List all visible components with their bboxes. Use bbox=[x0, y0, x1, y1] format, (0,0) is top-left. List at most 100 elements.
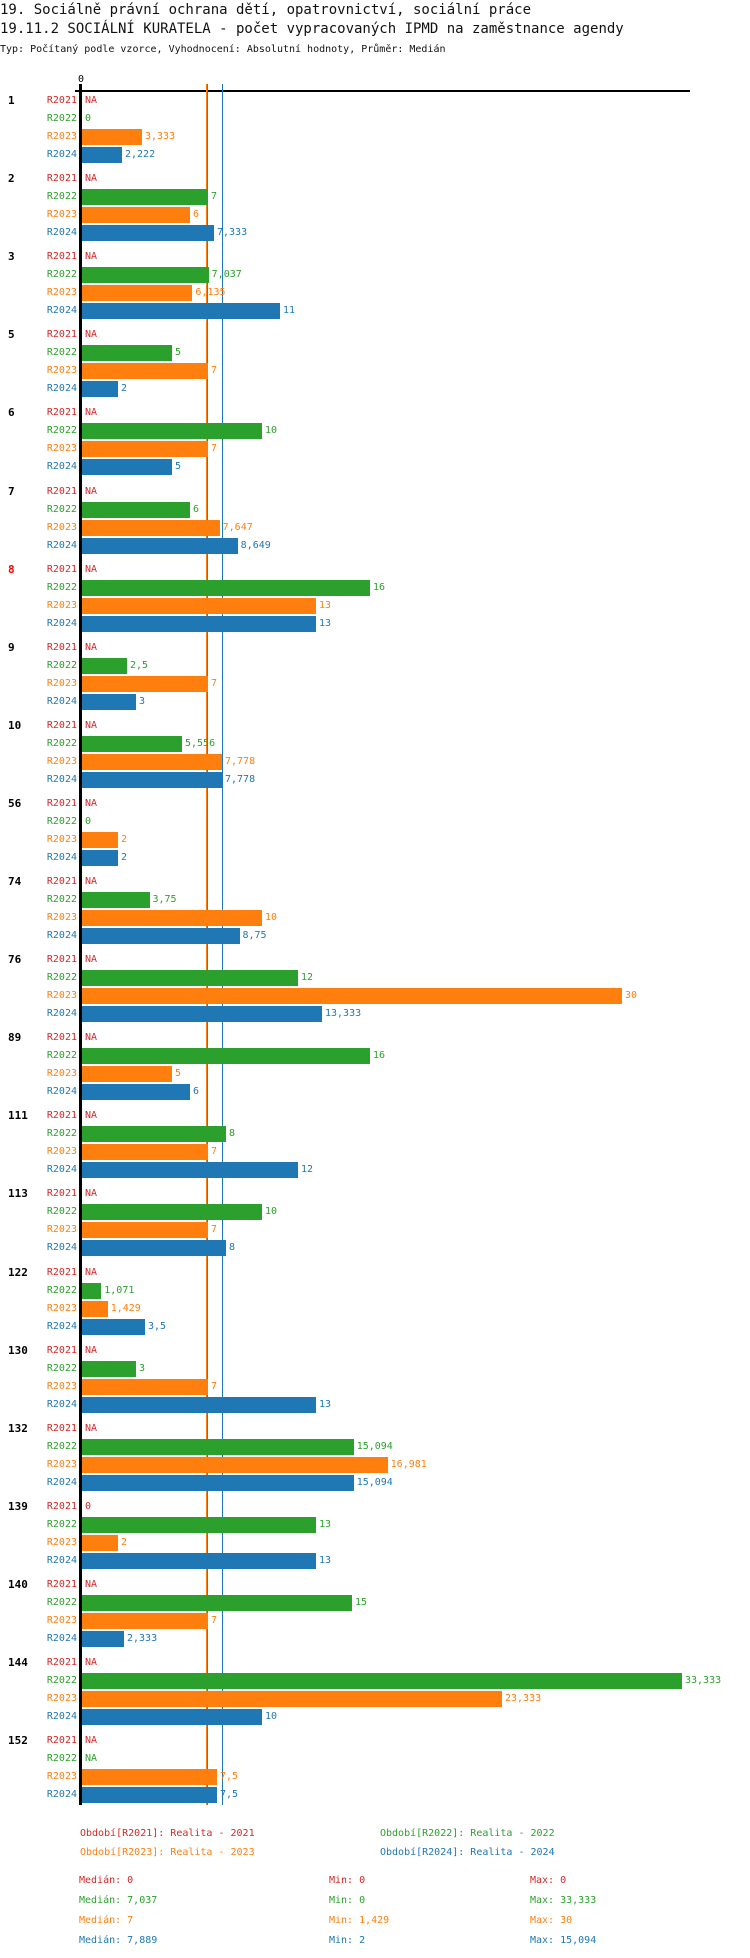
series-label: R2024 bbox=[46, 1242, 77, 1254]
series-label: R2023 bbox=[46, 1068, 77, 1080]
bar-r2022 bbox=[82, 1048, 370, 1065]
value-label: 15 bbox=[355, 1596, 368, 1608]
series-label: R2022 bbox=[46, 425, 77, 437]
value-label: 6,135 bbox=[195, 287, 226, 299]
series-label: R2023 bbox=[46, 912, 77, 923]
bar-r2023 bbox=[82, 1378, 208, 1395]
bar-r2023 bbox=[82, 207, 190, 224]
series-label: R2021 bbox=[46, 1344, 77, 1356]
bar-r2023 bbox=[82, 831, 118, 848]
value-label: NA bbox=[85, 1110, 98, 1122]
bar-r2023 bbox=[82, 1456, 388, 1473]
series-label: R2023 bbox=[46, 209, 77, 221]
group-label: 3 bbox=[8, 250, 15, 264]
value-label: 3,333 bbox=[144, 131, 176, 142]
value-label: 13 bbox=[319, 1518, 332, 1530]
series-label: R2023 bbox=[46, 1380, 77, 1392]
value-label: 13 bbox=[319, 1398, 332, 1410]
group-label: 144 bbox=[8, 1656, 28, 1669]
bar-r2024 bbox=[82, 1630, 124, 1647]
bar-r2022 bbox=[82, 423, 262, 440]
bar-r2023 bbox=[82, 753, 222, 770]
value-label: NA bbox=[85, 173, 98, 185]
series-label: R2022 bbox=[46, 1050, 77, 1062]
median-line-r2023 bbox=[206, 84, 207, 1806]
value-label: 0 bbox=[85, 1500, 92, 1512]
series-label: R2023 bbox=[46, 1536, 77, 1548]
series-label: R2024 bbox=[46, 1632, 77, 1644]
series-label: R2021 bbox=[46, 1422, 77, 1434]
bar-r2023 bbox=[82, 1691, 502, 1707]
value-label: 2 bbox=[121, 833, 128, 845]
value-label: 13,333 bbox=[324, 1008, 362, 1020]
series-label: R2023 bbox=[46, 1302, 77, 1314]
series-label: R2022 bbox=[46, 113, 77, 124]
group-label: 132 bbox=[8, 1421, 28, 1435]
value-label: 7 bbox=[211, 1224, 218, 1236]
bar-r2023 bbox=[82, 1144, 208, 1161]
series-label: R2023 bbox=[46, 990, 77, 1002]
series-label: R2023 bbox=[46, 599, 77, 611]
series-label: R2021 bbox=[46, 407, 77, 419]
series-label: R2022 bbox=[46, 1753, 77, 1765]
series-label: R2022 bbox=[46, 1362, 77, 1374]
series-label: R2022 bbox=[46, 737, 77, 749]
series-label: R2021 bbox=[46, 641, 77, 653]
value-label: 12 bbox=[301, 1164, 314, 1176]
bar-r2023 bbox=[82, 1066, 172, 1083]
series-label: R2023 bbox=[46, 1224, 77, 1236]
bar-r2024 bbox=[82, 1240, 226, 1257]
chart-meta: Typ: Počítaný podle vzorce, Vyhodnocení:… bbox=[0, 44, 446, 55]
series-label: R2021 bbox=[46, 173, 77, 185]
value-label: NA bbox=[85, 797, 98, 809]
series-label: R2024 bbox=[46, 1164, 77, 1176]
series-label: R2023 bbox=[46, 365, 77, 377]
bar-r2024 bbox=[82, 771, 222, 788]
bar-r2023 bbox=[82, 441, 208, 458]
value-label: 13 bbox=[319, 617, 332, 629]
bar-r2024 bbox=[82, 1318, 145, 1335]
value-label: 15,094 bbox=[356, 1440, 393, 1452]
value-label: 6 bbox=[193, 1086, 200, 1098]
value-label: 5 bbox=[175, 461, 182, 473]
value-label: 1,071 bbox=[104, 1284, 135, 1296]
bar-r2022 bbox=[82, 501, 190, 518]
bar-r2022 bbox=[82, 1516, 316, 1533]
series-label: R2022 bbox=[46, 347, 77, 359]
value-label: 3 bbox=[139, 695, 146, 707]
series-label: R2024 bbox=[46, 617, 77, 629]
value-label: 7,333 bbox=[216, 227, 248, 239]
series-label: R2022 bbox=[46, 191, 77, 203]
stat-min: Min: 0 bbox=[329, 1875, 366, 1886]
series-label: R2021 bbox=[46, 1578, 77, 1590]
series-label: R2021 bbox=[46, 1266, 77, 1278]
group-label: 2 bbox=[8, 172, 15, 186]
bar-r2023 bbox=[82, 910, 262, 926]
series-label: R2024 bbox=[46, 149, 77, 160]
value-label: 13 bbox=[319, 1554, 332, 1566]
series-label: R2023 bbox=[46, 443, 77, 455]
value-label: NA bbox=[85, 1032, 98, 1044]
series-label: R2024 bbox=[46, 227, 77, 239]
value-label: 7 bbox=[211, 1380, 218, 1392]
value-label: NA bbox=[85, 1422, 98, 1434]
stat-median: Medián: 7 bbox=[79, 1915, 134, 1926]
value-label: 11 bbox=[283, 305, 296, 317]
series-label: R2022 bbox=[46, 972, 77, 984]
bar-r2024 bbox=[82, 928, 240, 944]
value-label: 10 bbox=[265, 1206, 278, 1218]
group-label: 139 bbox=[8, 1499, 28, 1513]
value-label: 8 bbox=[229, 1242, 236, 1254]
stat-median: Medián: 7,889 bbox=[79, 1935, 158, 1946]
value-label: 2 bbox=[121, 383, 128, 395]
series-label: R2022 bbox=[46, 1284, 77, 1296]
series-label: R2024 bbox=[46, 539, 77, 551]
series-label: R2022 bbox=[46, 659, 77, 671]
bar-r2024 bbox=[82, 147, 122, 163]
series-label: R2023 bbox=[46, 833, 77, 845]
series-label: R2022 bbox=[46, 269, 77, 281]
series-label: R2022 bbox=[46, 894, 77, 905]
bar-r2022 bbox=[82, 1438, 354, 1455]
bar-r2023 bbox=[82, 285, 193, 302]
value-label: NA bbox=[85, 485, 98, 497]
